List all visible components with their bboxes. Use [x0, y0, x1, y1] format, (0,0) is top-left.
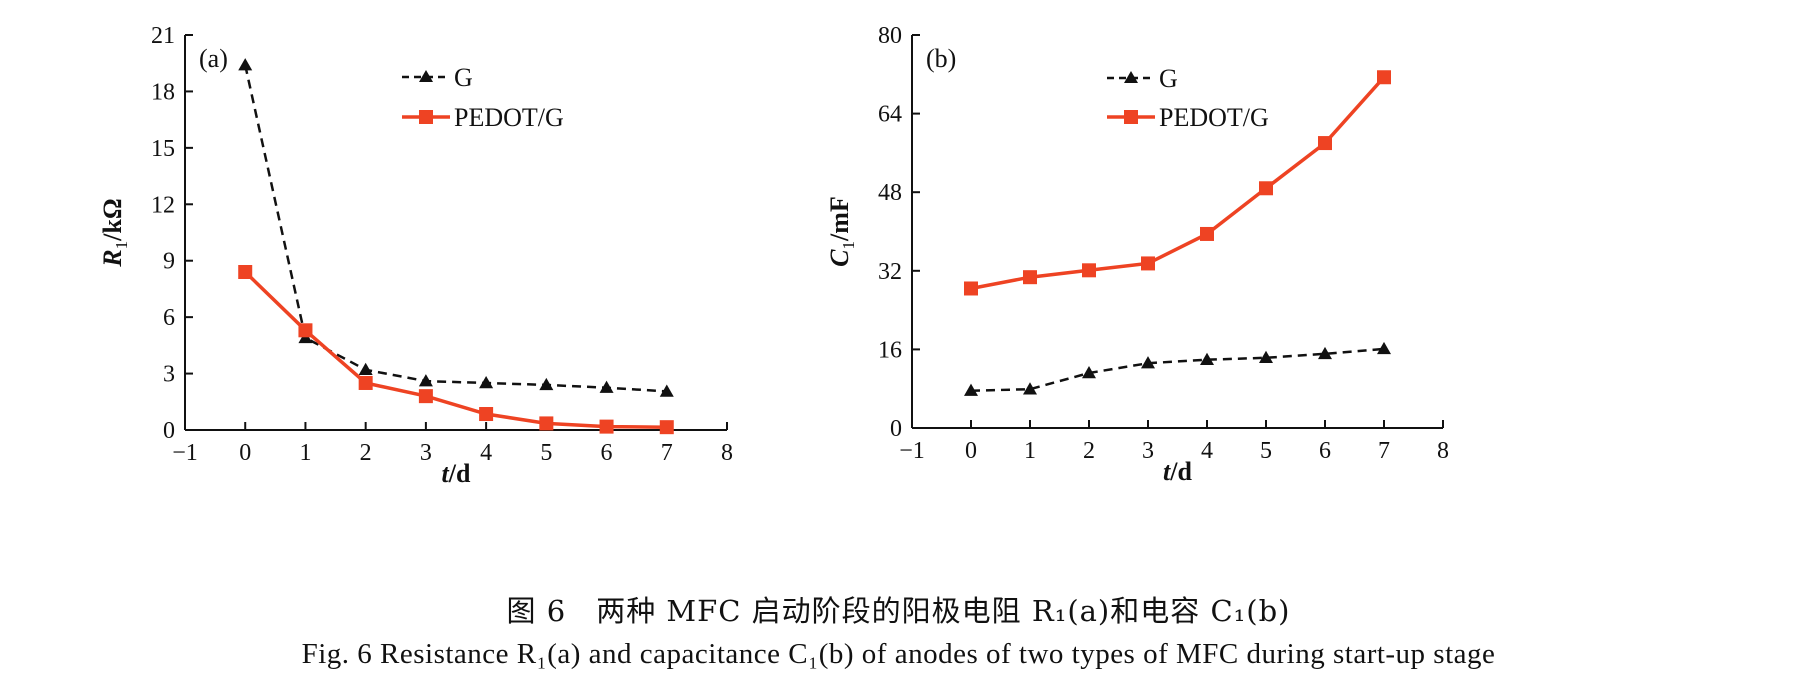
- y-tick-label: 9: [163, 249, 175, 275]
- x-tick-label: 1: [299, 440, 311, 466]
- y-tick-label: 64: [878, 102, 902, 128]
- x-axis-label-symbol: t: [1163, 457, 1171, 486]
- data-point-pedot-g: [1377, 70, 1391, 85]
- data-point-pedot-g: [539, 416, 554, 431]
- y-axis-label-unit: /kΩ: [98, 198, 127, 242]
- y-axis-label-symbol: R: [98, 249, 127, 267]
- y-tick-label: 0: [163, 418, 175, 444]
- data-point-g: [1082, 365, 1096, 379]
- data-point-pedot-g: [298, 323, 313, 338]
- y-tick-label: 12: [151, 192, 175, 218]
- data-point-g: [539, 377, 554, 391]
- data-point-g: [1023, 382, 1037, 395]
- legend-marker-g: [419, 70, 433, 82]
- legend-label-g: G: [454, 63, 473, 92]
- y-tick-label: 0: [890, 416, 902, 442]
- y-tick-label: 15: [151, 136, 175, 162]
- data-point-pedot-g: [479, 407, 494, 422]
- x-tick-label: 6: [1319, 438, 1331, 464]
- x-tick-label: 3: [1142, 438, 1154, 464]
- x-axis-label-unit: /d: [448, 459, 471, 488]
- x-tick-label: 0: [239, 440, 251, 466]
- chart-panel-a: −1 0 1 2 3 4 5 6 7 8036912151821(a)t/dR1/kΩGPEDOT…: [98, 23, 733, 488]
- x-tick-label: 4: [1201, 438, 1213, 464]
- x-tick-label: 8: [1437, 438, 1449, 464]
- x-axis-label: t/d: [442, 459, 471, 488]
- chart-panel-b: −1 0 1 2 3 4 5 6 7 801632486480(b)t/dC1/mFGPEDOT/…: [825, 23, 1449, 486]
- y-axis-label-subscript: 1: [112, 241, 131, 250]
- x-tick-label: 2: [1083, 438, 1095, 464]
- y-tick-label: 16: [878, 337, 902, 363]
- data-point-g: [358, 362, 373, 376]
- data-point-pedot-g: [599, 419, 614, 434]
- data-point-pedot-g: [1141, 256, 1155, 271]
- y-tick-label: 6: [163, 305, 175, 331]
- x-tick-label: 4: [480, 440, 492, 466]
- x-axis-label: t/d: [1163, 457, 1192, 486]
- data-point-pedot-g: [238, 265, 253, 279]
- y-tick-label: 80: [878, 23, 902, 49]
- x-tick-label: 7: [1378, 438, 1390, 464]
- y-axis-label-symbol: C: [825, 249, 854, 267]
- x-axis-label-unit: /d: [1169, 457, 1192, 486]
- panel-label: (a): [199, 44, 228, 73]
- x-tick-label: 6: [601, 440, 613, 466]
- y-tick-label: 21: [151, 23, 175, 49]
- data-point-g: [238, 58, 253, 71]
- data-point-g: [1141, 356, 1155, 369]
- data-point-pedot-g: [1318, 136, 1332, 151]
- figure-canvas: −1 0 1 2 3 4 5 6 7 8036912151821(a)t/dR1/kΩGPEDOT…: [98, 23, 1449, 488]
- x-tick-label: −1: [172, 440, 198, 466]
- y-tick-label: 32: [878, 259, 902, 285]
- data-point-g: [1200, 352, 1214, 365]
- legend-marker-g: [1124, 71, 1138, 83]
- data-point-g: [418, 374, 433, 387]
- data-point-g: [964, 383, 978, 396]
- data-point-pedot-g: [1082, 263, 1096, 278]
- x-tick-label: 1: [1024, 438, 1036, 464]
- x-tick-label: 8: [721, 440, 733, 466]
- y-axis-label: C1/mF: [825, 196, 858, 267]
- data-point-pedot-g: [964, 281, 978, 296]
- data-point-g: [1377, 341, 1391, 355]
- data-point-pedot-g: [1023, 270, 1037, 285]
- data-point-pedot-g: [418, 389, 433, 404]
- x-tick-label: 3: [420, 440, 432, 466]
- legend-label-pedot-g: PEDOT/G: [1159, 103, 1269, 132]
- data-point-g: [1259, 350, 1273, 364]
- x-tick-label: 2: [360, 440, 372, 466]
- figure-caption-chinese: 图 6 两种 MFC 启动阶段的阳极电阻 R₁(a)和电容 C₁(b): [506, 594, 1291, 628]
- series-line-pedot-g: [970, 76, 1386, 291]
- x-axis-label-symbol: t: [442, 459, 450, 488]
- figure-caption-english: Fig. 6 Resistance R₁(a) and capacitance …: [301, 638, 1496, 670]
- y-axis-label-unit: /mF: [825, 196, 854, 242]
- data-point-pedot-g: [659, 420, 674, 435]
- data-point-pedot-g: [1259, 181, 1273, 196]
- x-tick-label: 5: [540, 440, 552, 466]
- series-line-pedot-g: [243, 270, 667, 429]
- data-point-g: [599, 380, 614, 393]
- y-tick-label: 18: [151, 79, 175, 105]
- data-point-g: [1318, 346, 1332, 360]
- data-point-g: [659, 384, 674, 397]
- data-point-g: [479, 375, 494, 389]
- legend-label-pedot-g: PEDOT/G: [454, 103, 564, 132]
- x-tick-label: 7: [661, 440, 673, 466]
- series-line-g: [243, 64, 667, 393]
- legend-marker-pedot-g: [1124, 110, 1138, 124]
- y-axis-label-subscript: 1: [839, 241, 858, 250]
- y-axis-label: R1/kΩ: [98, 198, 131, 267]
- series-line-g: [970, 347, 1385, 392]
- x-tick-label: −1: [899, 438, 925, 464]
- x-tick-label: 0: [965, 438, 977, 464]
- legend-label-g: G: [1159, 64, 1178, 93]
- x-tick-label: 5: [1260, 438, 1272, 464]
- panel-label: (b): [926, 44, 956, 73]
- data-point-pedot-g: [358, 375, 373, 390]
- legend-marker-pedot-g: [419, 110, 433, 124]
- y-tick-label: 48: [878, 180, 902, 206]
- data-point-pedot-g: [1200, 226, 1214, 241]
- y-tick-label: 3: [163, 362, 175, 388]
